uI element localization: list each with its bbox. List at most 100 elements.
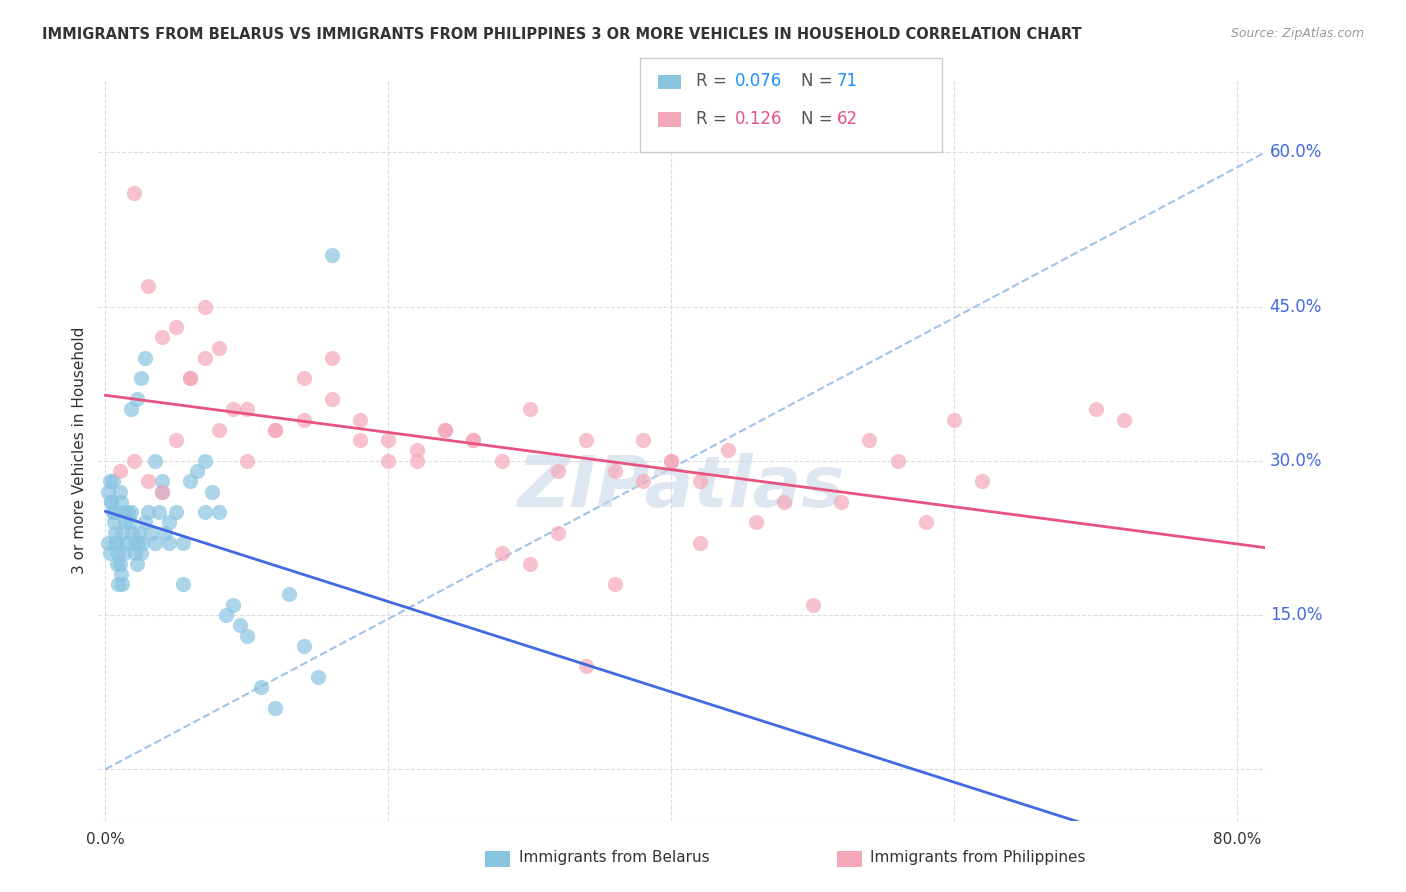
Point: [153, 525, 176, 540]
Point: [104, 525, 127, 540]
Point: [131, 536, 153, 550]
Point: [603, 464, 626, 478]
Text: Immigrants from Philippines: Immigrants from Philippines: [870, 850, 1085, 864]
Point: [222, 402, 245, 417]
Point: [377, 433, 399, 447]
Point: [631, 475, 654, 489]
Point: [349, 433, 371, 447]
Point: [134, 516, 156, 530]
Text: 62: 62: [837, 110, 858, 128]
Point: [193, 351, 215, 365]
Point: [689, 536, 711, 550]
Text: 30.0%: 30.0%: [1270, 451, 1322, 470]
Point: [148, 505, 170, 519]
Point: [112, 505, 135, 519]
Point: [157, 516, 180, 530]
Point: [111, 525, 134, 540]
Point: [689, 475, 711, 489]
Point: [100, 495, 122, 509]
Point: [236, 454, 259, 468]
Point: [150, 484, 173, 499]
Point: [264, 423, 287, 437]
Text: ZIPatlas: ZIPatlas: [519, 453, 845, 522]
Point: [547, 464, 569, 478]
Point: [115, 536, 138, 550]
Text: 0.126: 0.126: [735, 110, 783, 128]
Point: [433, 423, 456, 437]
Text: 15.0%: 15.0%: [1270, 606, 1322, 624]
Point: [321, 392, 343, 406]
Point: [208, 505, 231, 519]
Point: [136, 505, 159, 519]
Point: [943, 412, 966, 426]
Point: [208, 341, 231, 355]
Point: [114, 516, 136, 530]
Point: [143, 454, 166, 468]
Point: [120, 402, 142, 417]
Point: [377, 454, 399, 468]
Point: [463, 433, 485, 447]
Point: [222, 598, 245, 612]
Point: [122, 454, 145, 468]
Point: [172, 577, 194, 591]
Point: [519, 557, 541, 571]
Point: [264, 700, 287, 714]
Point: [122, 186, 145, 201]
Point: [97, 484, 120, 499]
Point: [122, 536, 145, 550]
Point: [250, 680, 273, 694]
Point: [110, 495, 132, 509]
Point: [547, 525, 569, 540]
Point: [193, 300, 215, 314]
Point: [136, 475, 159, 489]
Point: [134, 351, 156, 365]
Point: [307, 670, 329, 684]
Point: [128, 525, 150, 540]
Point: [491, 454, 513, 468]
Point: [321, 248, 343, 262]
Point: [886, 454, 908, 468]
Point: [179, 371, 201, 385]
Point: [108, 557, 131, 571]
Point: [100, 495, 122, 509]
Text: R =: R =: [696, 72, 727, 90]
Point: [631, 433, 654, 447]
Point: [405, 454, 427, 468]
Point: [292, 371, 315, 385]
Point: [193, 505, 215, 519]
Text: IMMIGRANTS FROM BELARUS VS IMMIGRANTS FROM PHILIPPINES 3 OR MORE VEHICLES IN HOU: IMMIGRANTS FROM BELARUS VS IMMIGRANTS FR…: [42, 27, 1081, 42]
Point: [157, 536, 180, 550]
Point: [101, 475, 124, 489]
Point: [118, 516, 141, 530]
Text: 60.0%: 60.0%: [1270, 144, 1322, 161]
Point: [129, 546, 152, 560]
Text: 45.0%: 45.0%: [1270, 298, 1322, 316]
Point: [104, 536, 127, 550]
Point: [278, 587, 301, 601]
Point: [915, 516, 938, 530]
Point: [463, 433, 485, 447]
Point: [120, 505, 142, 519]
Point: [103, 505, 125, 519]
Point: [193, 454, 215, 468]
Point: [575, 433, 598, 447]
Point: [108, 464, 131, 478]
Point: [129, 371, 152, 385]
Text: 0.076: 0.076: [735, 72, 783, 90]
Text: 71: 71: [837, 72, 858, 90]
Point: [972, 475, 994, 489]
Point: [405, 443, 427, 458]
Text: Source: ZipAtlas.com: Source: ZipAtlas.com: [1230, 27, 1364, 40]
Point: [1112, 412, 1135, 426]
Point: [491, 546, 513, 560]
Point: [124, 546, 146, 560]
Text: 80.0%: 80.0%: [1213, 831, 1261, 847]
Point: [208, 423, 231, 437]
Text: R =: R =: [696, 110, 727, 128]
Point: [773, 495, 796, 509]
Point: [143, 536, 166, 550]
Point: [349, 412, 371, 426]
Point: [127, 536, 149, 550]
Point: [200, 484, 222, 499]
Point: [103, 516, 125, 530]
